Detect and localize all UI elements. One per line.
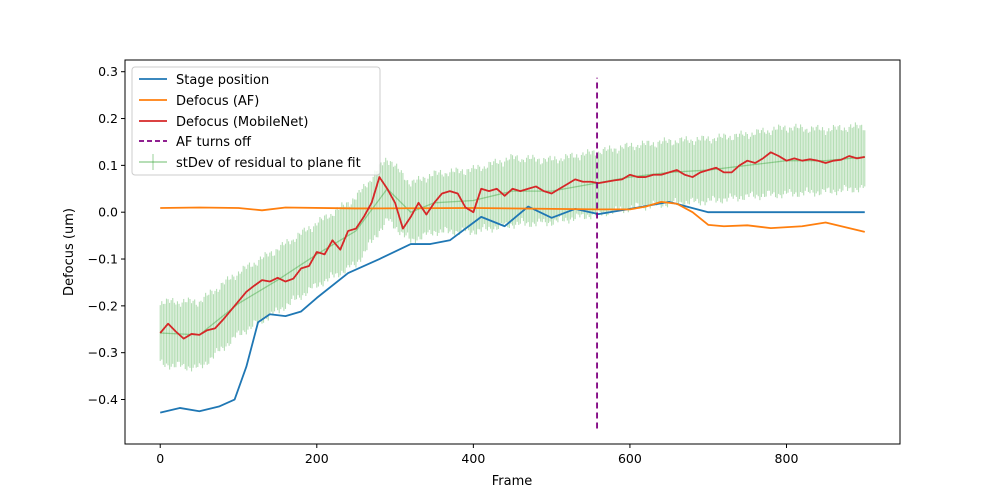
legend-label-stdev: stDev of residual to plane fit (176, 156, 361, 171)
axes: 0 200 400 600 800 −0.4 −0.3 −0.2 −0.1 0.0 0.1 0.2 0.… (88, 64, 799, 466)
y-axis-label: Defocus (um) (62, 208, 77, 296)
y-tick-label: 0.0 (98, 205, 118, 220)
x-tick-label: 600 (618, 451, 642, 466)
series-line-defocus-mobilenet (159, 151, 865, 340)
x-tick-label: 200 (305, 451, 329, 466)
plot-area (159, 77, 866, 429)
x-axis-label: Frame (492, 474, 533, 489)
y-tick-label: −0.4 (88, 392, 118, 407)
legend: Stage position Defocus (AF) Defocus (Mob… (131, 66, 381, 176)
x-tick-label: 400 (461, 451, 485, 466)
error-series-line (160, 156, 865, 336)
series-line-defocus-af (160, 200, 865, 233)
legend-label-af-turns-off: AF turns off (176, 135, 252, 150)
legend-label-defocus-mobilenet: Defocus (MobileNet) (176, 115, 308, 130)
legend-box (131, 66, 381, 176)
x-tick-label: 0 (156, 451, 164, 466)
series-stdev-of-residual-to-plane-fit (159, 122, 866, 372)
y-tick-label: −0.2 (88, 298, 118, 313)
legend-label-stage-position: Stage position (176, 73, 269, 88)
y-tick-label: −0.1 (88, 252, 118, 267)
y-tick-label: 0.1 (98, 158, 118, 173)
legend-label-defocus-af: Defocus (AF) (176, 94, 259, 109)
plot-frame (124, 59, 901, 445)
y-tick-label: 0.2 (98, 111, 118, 126)
y-tick-label: −0.3 (88, 345, 118, 360)
x-tick-label: 800 (775, 451, 799, 466)
y-tick-label: 0.3 (98, 64, 118, 79)
series-line-stage-position (160, 200, 865, 414)
